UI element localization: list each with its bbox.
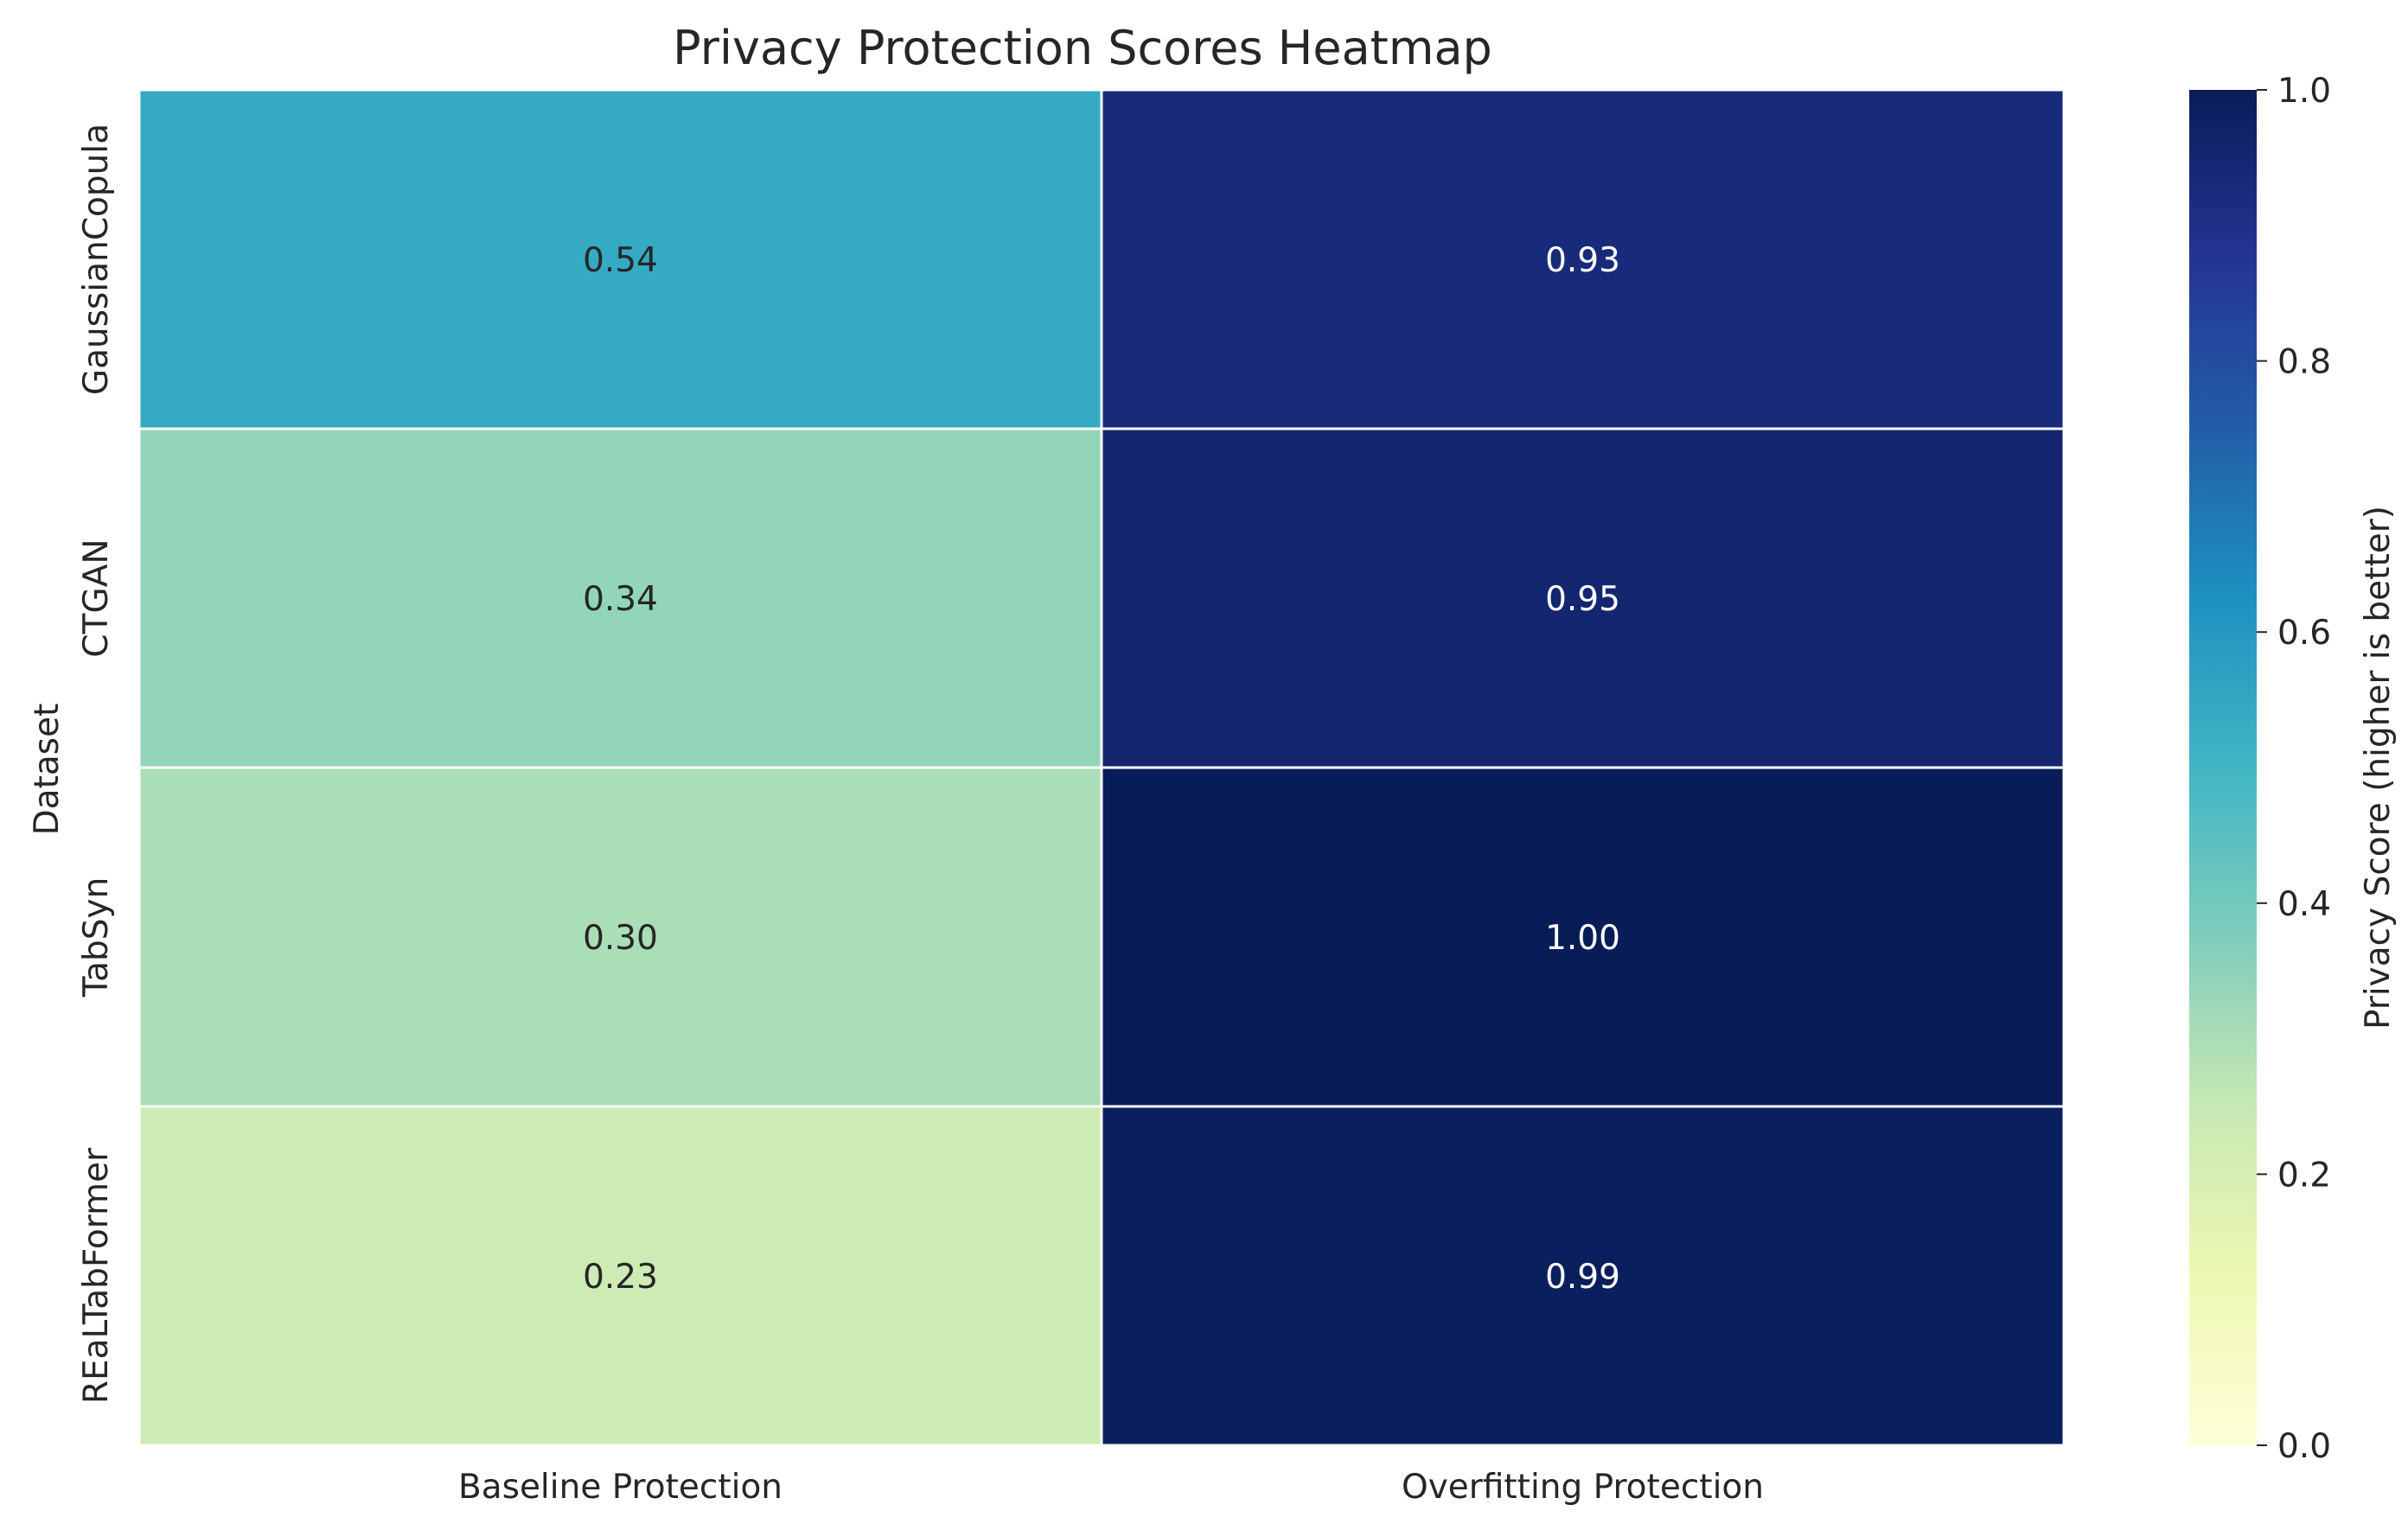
colorbar-tick-label: 0.4: [2277, 885, 2331, 924]
heatmap-cell: [137, 427, 1103, 769]
colorbar-tick-label: 0.6: [2277, 614, 2331, 653]
colorbar: 0.0 0.2 0.4 0.6 0.8 1.0 Privacy Score (higher…: [2189, 72, 2398, 1466]
cell-value-label: 0.34: [583, 580, 658, 619]
colorbar-label: Privacy Score (higher is better): [2359, 506, 2398, 1030]
colorbar-gradient: [2189, 90, 2257, 1445]
heatmap-cell: [1100, 427, 2066, 769]
cell-value-label: 0.54: [583, 241, 658, 280]
row-tick-label: GaussianCopula: [77, 124, 116, 395]
cell-value-label: 0.99: [1545, 1258, 1620, 1297]
column-tick-label: Baseline Protection: [458, 1468, 782, 1507]
colorbar-tick-label: 0.8: [2277, 343, 2331, 382]
heatmap-cells: 0.54 0.93 0.34 0.95 0.30 1.00 0.23 0.99: [137, 88, 2066, 1447]
heatmap-cell: [1100, 88, 2066, 430]
colorbar-tick-label: 1.0: [2277, 72, 2331, 111]
cell-value-label: 0.93: [1545, 241, 1620, 280]
colorbar-tick-label: 0.2: [2277, 1156, 2331, 1195]
heatmap-cell: [137, 88, 1103, 430]
heatmap-cell: [137, 1105, 1103, 1447]
column-tick-label: Overfitting Protection: [1402, 1468, 1764, 1507]
row-tick-labels: GaussianCopula CTGAN TabSyn REaLTabFormer: [77, 124, 116, 1404]
cell-value-label: 1.00: [1545, 919, 1620, 958]
colorbar-tick-label: 0.0: [2277, 1427, 2331, 1466]
colorbar-ticks: 0.0 0.2 0.4 0.6 0.8 1.0: [2257, 72, 2331, 1466]
y-axis-label: Dataset: [28, 704, 67, 836]
heatmap-cell: [1100, 766, 2066, 1108]
column-tick-labels: Baseline Protection Overfitting Protectio…: [458, 1468, 1764, 1507]
row-tick-label: CTGAN: [77, 539, 116, 657]
heatmap-cell: [1100, 1105, 2066, 1447]
chart-title: Privacy Protection Scores Heatmap: [673, 21, 1492, 75]
cell-value-label: 0.30: [583, 919, 658, 958]
row-tick-label: TabSyn: [77, 877, 116, 998]
row-tick-label: REaLTabFormer: [77, 1147, 116, 1404]
cell-value-label: 0.23: [583, 1258, 658, 1297]
cell-value-label: 0.95: [1545, 580, 1620, 619]
heatmap-cell: [137, 766, 1103, 1108]
